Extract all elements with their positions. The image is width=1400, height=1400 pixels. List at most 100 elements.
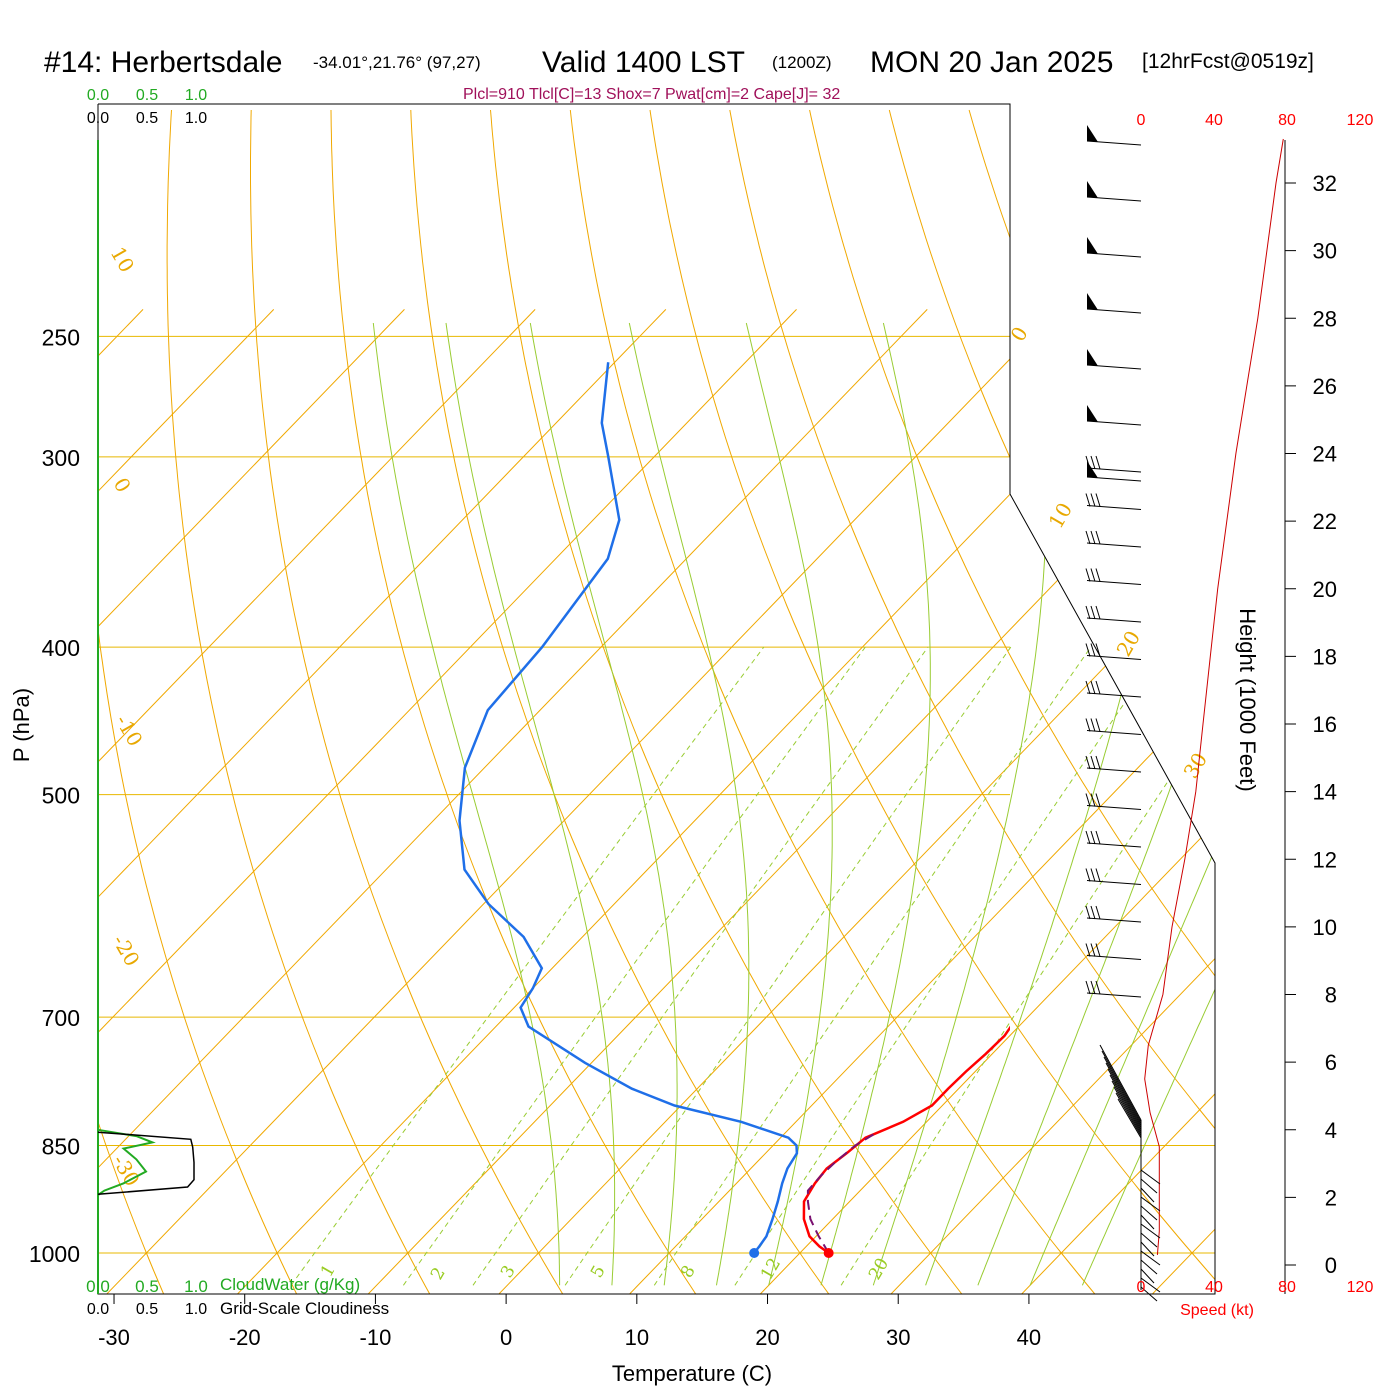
isotherm-line bbox=[98, 309, 667, 1294]
wind-barb-staff bbox=[1105, 1062, 1142, 1127]
speed-scale-bottom: 40 bbox=[1205, 1279, 1223, 1296]
wind-barb-feather bbox=[1085, 755, 1091, 770]
wind-barb-feather bbox=[1090, 643, 1096, 657]
mixing-ratio-label: 2 bbox=[427, 1264, 450, 1283]
wind-barb-feather bbox=[1085, 718, 1091, 732]
wind-barb-staff bbox=[1107, 1068, 1142, 1129]
cloud-water-profile bbox=[97, 1128, 156, 1196]
wind-barb-staff bbox=[1140, 1205, 1158, 1221]
dry-adiabat bbox=[410, 109, 830, 1294]
pressure-tick-label: 500 bbox=[42, 783, 80, 809]
pressure-tick-label: 1000 bbox=[29, 1241, 80, 1267]
dry-adiabat bbox=[569, 109, 1096, 1294]
wind-barb-staff bbox=[1101, 1050, 1142, 1123]
wind-barb-staff bbox=[1103, 1056, 1142, 1125]
wind-barb-staff bbox=[1099, 1044, 1142, 1121]
wind-barb-staff bbox=[1086, 655, 1142, 660]
mixing-ratio-line bbox=[402, 646, 866, 1286]
mixing-ratio-label: 20 bbox=[865, 1255, 893, 1284]
x-tick-label: -20 bbox=[229, 1325, 261, 1350]
wind-barb-feather bbox=[1095, 605, 1101, 620]
temperature-profile bbox=[802, 1025, 1010, 1255]
x-tick-label: 0 bbox=[500, 1325, 512, 1350]
wind-barb-staff bbox=[1140, 1259, 1158, 1275]
x-tick-label: -10 bbox=[360, 1325, 392, 1350]
wind-barb-feather bbox=[1090, 530, 1096, 545]
wind-barb-feather bbox=[1090, 755, 1096, 770]
wind-barb-feather bbox=[1095, 643, 1101, 657]
wind-barb-staff bbox=[1140, 1187, 1155, 1203]
moist-adiabat bbox=[872, 322, 1048, 1286]
isotherm-line bbox=[1130, 309, 1215, 1294]
speed-scale-top: 0 bbox=[1137, 112, 1146, 129]
pressure-tick-label: 400 bbox=[42, 635, 80, 661]
x-tick-label: 20 bbox=[755, 1325, 779, 1350]
wind-barb-staff bbox=[1113, 1086, 1142, 1135]
wind-barb-feather bbox=[1095, 680, 1101, 695]
x-tick-label: -30 bbox=[98, 1325, 130, 1350]
dry-adiabat-label: 20 bbox=[1112, 626, 1146, 660]
wind-barb-feather bbox=[1090, 455, 1096, 470]
wind-barb-staff bbox=[1109, 1074, 1142, 1131]
wind-barb-pennant bbox=[1087, 237, 1098, 254]
dry-adiabat bbox=[250, 109, 564, 1294]
wind-barb-feather bbox=[1090, 718, 1096, 732]
wind-barb-staff bbox=[1140, 1178, 1158, 1194]
height-tick-label: 14 bbox=[1313, 780, 1337, 805]
speed-scale-bottom: 120 bbox=[1347, 1279, 1374, 1296]
wind-barb-feather bbox=[1085, 605, 1091, 620]
wind-barb-pennant bbox=[1087, 181, 1098, 198]
wind-barb-staff bbox=[1086, 542, 1142, 548]
mixing-ratio-line bbox=[564, 646, 1012, 1286]
cloudiness-label: Grid-Scale Cloudiness bbox=[220, 1299, 389, 1318]
wind-barb-staff bbox=[1140, 1241, 1155, 1257]
wind-barb-staff bbox=[1140, 1196, 1161, 1212]
moist-adiabat bbox=[628, 322, 750, 1286]
station-coords: -34.01°,21.76° (97,27) bbox=[313, 53, 481, 72]
isotherm-line bbox=[607, 309, 1215, 1294]
wind-barb-feather bbox=[1095, 718, 1101, 732]
wind-barb-feather bbox=[1085, 455, 1091, 470]
x-tick-label: 40 bbox=[1017, 1325, 1041, 1350]
isotherm-line bbox=[98, 309, 405, 1294]
wind-barb-staff bbox=[1140, 1250, 1161, 1266]
wind-barb-staff bbox=[1140, 1277, 1161, 1293]
wind-barb-staff bbox=[1115, 1092, 1142, 1137]
wind-barb-feather bbox=[1090, 680, 1096, 695]
dry-adiabat bbox=[98, 109, 298, 1294]
wind-barb-staff bbox=[1086, 617, 1142, 623]
mixing-ratio-line bbox=[290, 646, 765, 1286]
moist-adiabat bbox=[820, 322, 931, 1286]
wind-barb-feather bbox=[1085, 830, 1091, 845]
wind-barb-staff bbox=[1140, 1286, 1158, 1302]
dry-adiabat-label: 30 bbox=[1179, 748, 1213, 782]
moist-adiabat bbox=[445, 322, 616, 1286]
wind-barb-staff bbox=[1086, 917, 1142, 923]
dry-adiabat bbox=[649, 109, 1215, 1294]
cloudiness-scale-top: 1.0 bbox=[185, 110, 207, 127]
dry-adiabat bbox=[490, 109, 963, 1294]
wind-barb-feather bbox=[1085, 868, 1091, 882]
wind-barb-feather bbox=[1085, 980, 1091, 995]
dry-adiabat bbox=[166, 109, 431, 1294]
isotherm-line bbox=[98, 309, 797, 1294]
wind-barb-pennant bbox=[1087, 125, 1098, 142]
wind-barb-feather bbox=[1090, 943, 1096, 957]
pressure-tick-label: 700 bbox=[42, 1005, 80, 1031]
x-tick-label: 30 bbox=[886, 1325, 910, 1350]
wind-barb-staff bbox=[1086, 580, 1142, 585]
height-tick-label: 26 bbox=[1313, 374, 1337, 399]
wind-barb-feather bbox=[1095, 455, 1101, 470]
dry-adiabat bbox=[330, 109, 697, 1294]
dry-adiabat bbox=[1128, 109, 1215, 1294]
dry-adiabat bbox=[1288, 110, 1400, 1294]
valid-date: MON 20 Jan 2025 bbox=[870, 46, 1113, 79]
wind-barb-staff bbox=[1140, 1268, 1155, 1284]
wind-barb-staff bbox=[1140, 1223, 1161, 1239]
wind-barb-feather bbox=[1095, 530, 1101, 545]
wind-barb-staff bbox=[1140, 1214, 1155, 1230]
mixing-ratio-line bbox=[840, 646, 1215, 1286]
speed-scale-top: 120 bbox=[1347, 112, 1374, 129]
height-tick-label: 0 bbox=[1325, 1253, 1337, 1278]
sounding-params: Plcl=910 Tlcl[C]=13 Shox=7 Pwat[cm]=2 Ca… bbox=[463, 86, 840, 103]
